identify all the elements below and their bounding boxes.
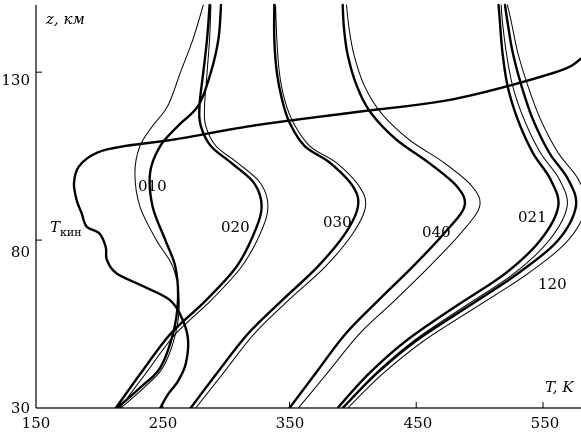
curve-label-tkin: Tкин [50,218,82,239]
series-line-020-thin [119,4,269,408]
curve-label-tkin-main: T [50,218,61,236]
x-tick-label-550: 550 [531,414,560,432]
curve-label-tkin-subscript: кин [60,226,82,239]
series-line-010-thin [120,4,204,408]
curves [72,3,581,408]
series-line-030-thin [195,4,367,408]
curve-label-021: 021 [518,208,547,226]
series-line-120-thick [341,3,578,408]
series-line-020-thick [114,3,263,408]
axis-labels: z, км T, K [44,8,581,398]
x-tick-label-450: 450 [404,414,433,432]
y-axis-label-background [44,8,102,28]
x-tick-label-250: 250 [149,414,178,432]
series-line-021-thin [342,4,568,408]
series-line-120-thin [347,4,581,408]
tick-labels: 150 250 350 450 550 30 80 130 [1,71,559,432]
series-line-021-thick [336,3,560,408]
x-tick-label-350: 350 [276,414,305,432]
axes [35,5,581,409]
curve-labels: 010 020 030 040 021 120 Tкин [50,177,567,293]
curve-label-040: 040 [422,223,451,241]
series-line-030-thick [189,3,360,408]
y-tick-label-130: 130 [1,71,30,89]
curve-label-030: 030 [323,213,352,231]
x-tick-label-150: 150 [22,414,51,432]
x-axis-label-background [543,376,581,398]
series-line-t-kin-thick [72,57,581,408]
series-line-040-thick [288,3,467,408]
x-axis-label: T, K [545,378,574,396]
series-line-010-thick [115,3,223,408]
curve-label-020: 020 [221,218,250,236]
y-axis-label: z, км [45,10,85,28]
curve-label-120: 120 [538,275,567,293]
series-line-040-thin [297,4,481,408]
y-tick-label-80: 80 [11,243,30,261]
y-tick-label-30: 30 [11,399,30,417]
curve-label-010: 010 [138,177,167,195]
